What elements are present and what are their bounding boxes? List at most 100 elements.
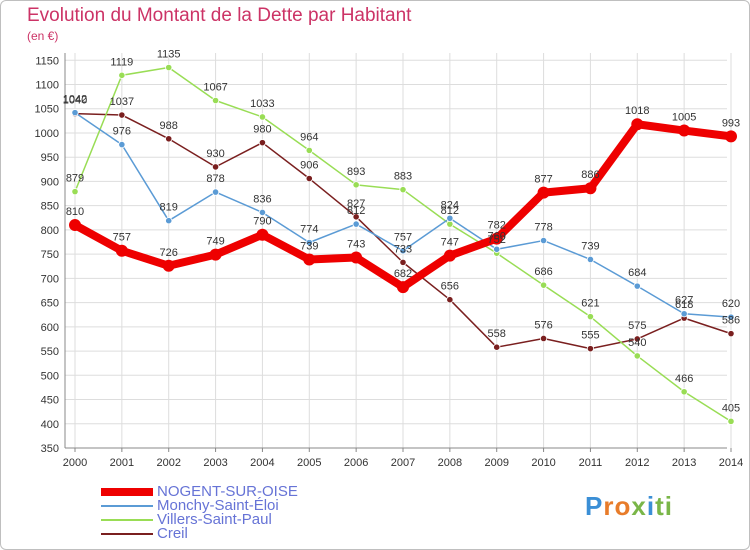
data-point: [71, 109, 79, 117]
data-point: [727, 417, 735, 425]
data-label: 733: [394, 243, 412, 255]
data-point: [680, 310, 688, 318]
data-point: [352, 181, 360, 189]
x-tick-label: 2014: [719, 457, 743, 469]
data-label: 883: [394, 171, 412, 183]
data-point: [727, 330, 735, 338]
data-label: 778: [534, 222, 552, 234]
data-point: [399, 258, 407, 266]
legend-item-nogent: NOGENT-SUR-OISE: [101, 484, 298, 499]
data-label: 930: [206, 148, 224, 160]
y-tick-label: 650: [41, 298, 59, 310]
data-label: 782: [488, 220, 506, 232]
data-label: 540: [628, 337, 646, 349]
data-label: 743: [347, 239, 365, 251]
data-label: 879: [66, 173, 84, 185]
legend-swatch-monchy: [101, 505, 153, 507]
legend-label-villers: Villers-Saint-Paul: [157, 511, 272, 528]
data-label: 878: [206, 173, 224, 185]
data-label: 466: [675, 373, 693, 385]
data-point: [490, 232, 503, 245]
data-point: [397, 281, 409, 294]
data-label: 405: [722, 402, 740, 414]
data-label: 819: [160, 202, 178, 214]
data-label: 812: [441, 205, 459, 217]
data-label: 620: [722, 298, 740, 310]
y-tick-label: 350: [41, 443, 59, 455]
data-point: [303, 253, 316, 266]
x-tick-label: 2004: [250, 457, 274, 469]
data-label: 988: [160, 120, 178, 132]
data-point: [211, 96, 220, 105]
data-point: [256, 228, 269, 241]
data-point: [209, 248, 222, 261]
data-point: [165, 217, 173, 225]
logo-letter: r: [603, 491, 615, 521]
data-point: [165, 135, 173, 143]
data-point: [165, 63, 173, 72]
data-label: 886: [581, 169, 599, 181]
data-point: [443, 249, 456, 262]
data-label: 618: [675, 299, 693, 311]
data-point: [493, 343, 501, 351]
x-tick-label: 2006: [344, 457, 368, 469]
data-point: [539, 281, 548, 289]
data-label: 757: [113, 232, 131, 244]
logo-letter: o: [614, 491, 632, 521]
data-point: [678, 124, 691, 137]
legend-label-creil: Creil: [157, 525, 188, 542]
data-label: 739: [300, 240, 318, 252]
data-label: 893: [347, 166, 365, 178]
data-point: [584, 182, 597, 195]
data-label: 686: [534, 266, 552, 278]
data-label: 752: [488, 234, 506, 246]
data-label: 749: [206, 236, 224, 248]
data-label: 1033: [250, 98, 274, 110]
data-label: 1005: [672, 112, 696, 124]
chart-title: Evolution du Montant de la Dette par Hab…: [27, 5, 412, 26]
x-tick-label: 2012: [625, 457, 649, 469]
data-point: [446, 296, 454, 304]
data-label: 627: [675, 295, 693, 307]
data-point: [680, 388, 688, 396]
y-tick-label: 1000: [35, 128, 59, 140]
data-point: [211, 163, 220, 171]
data-point: [586, 313, 595, 321]
data-point: [727, 313, 735, 321]
plot-area: [65, 53, 727, 448]
data-point: [537, 186, 550, 199]
y-tick-label: 850: [41, 201, 59, 213]
x-tick-label: 2003: [203, 457, 227, 469]
data-point: [586, 255, 595, 264]
data-label: 726: [160, 247, 178, 259]
data-label: 964: [300, 131, 318, 143]
data-point: [115, 244, 128, 257]
data-point: [350, 251, 363, 264]
legend-label-monchy: Monchy-Saint-Éloi: [157, 497, 279, 514]
data-point: [118, 141, 126, 149]
data-label: 1119: [110, 56, 133, 68]
data-label: 1067: [203, 81, 227, 93]
data-label: 1018: [625, 105, 649, 117]
data-label: 906: [300, 160, 318, 172]
data-point: [493, 245, 501, 253]
data-point: [211, 188, 220, 196]
data-point: [162, 259, 175, 272]
data-label: 976: [113, 126, 131, 138]
data-label: 576: [534, 319, 552, 331]
data-point: [352, 213, 360, 221]
data-label: 575: [628, 320, 646, 332]
data-label: 790: [253, 216, 271, 228]
data-label: 1040: [63, 95, 87, 107]
data-label: 1135: [157, 49, 181, 61]
y-tick-label: 800: [41, 225, 59, 237]
data-point: [446, 214, 454, 222]
y-tick-label: 1150: [35, 55, 59, 67]
data-label: 812: [347, 205, 365, 217]
x-tick-label: 2009: [484, 457, 508, 469]
y-tick-label: 1100: [35, 80, 59, 92]
data-point: [399, 247, 407, 255]
x-tick-label: 2008: [438, 457, 462, 469]
chart-subtitle: (en €): [27, 29, 59, 43]
